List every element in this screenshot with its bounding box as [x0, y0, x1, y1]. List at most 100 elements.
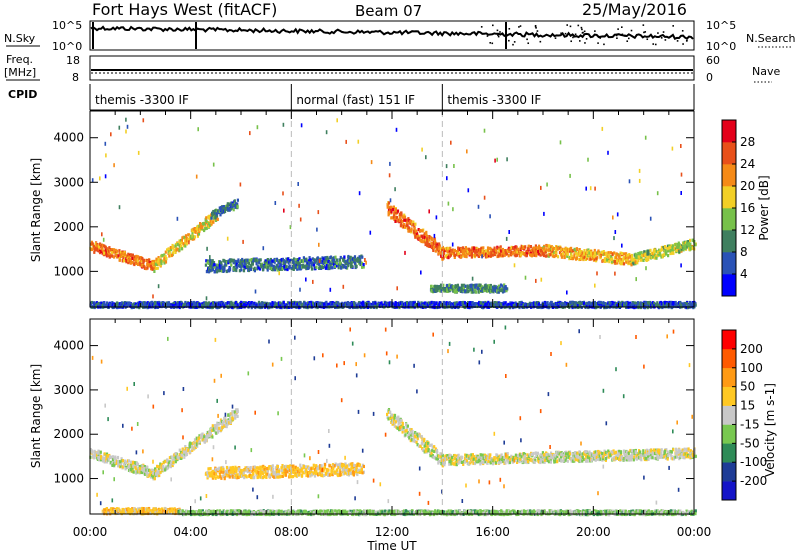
- echo-cell: [238, 269, 241, 273]
- echo-cell: [464, 249, 467, 253]
- echo-cell: [214, 209, 217, 213]
- echo-cell: [167, 301, 171, 305]
- echo-cell: [140, 263, 143, 268]
- echo-cell: [401, 225, 405, 229]
- echo-cell: [117, 459, 120, 463]
- echo-cell: [388, 210, 391, 214]
- noise-cell: [644, 135, 647, 140]
- echo-cell: [426, 243, 429, 248]
- echo-cell: [276, 268, 279, 272]
- echo-cell: [593, 248, 596, 253]
- echo-cell: [688, 247, 691, 251]
- nave-tick-low: 0: [706, 71, 713, 84]
- echo-cell: [114, 455, 117, 459]
- echo-cell: [163, 301, 166, 305]
- echo-cell: [493, 304, 496, 308]
- noise-cell: [118, 125, 121, 130]
- echo-cell: [344, 303, 347, 307]
- nsearch-dot: [496, 29, 499, 32]
- echo-cell: [606, 258, 609, 262]
- echo-cell: [393, 213, 396, 217]
- echo-cell: [164, 260, 168, 264]
- nsearch-dot: [491, 42, 494, 45]
- echo-cell: [137, 257, 141, 261]
- echo-cell: [624, 301, 627, 305]
- echo-cell: [184, 234, 188, 238]
- echo-cell: [545, 254, 549, 258]
- echo-cell: [230, 263, 233, 267]
- echo-cell: [644, 306, 647, 310]
- echo-cell: [513, 253, 516, 257]
- echo-cell: [251, 260, 254, 264]
- echo-cell: [399, 216, 402, 220]
- echo-cell: [534, 302, 537, 306]
- noise-cell: [329, 287, 332, 292]
- echo-cell: [142, 261, 145, 266]
- echo-cell: [562, 304, 565, 308]
- echo-cell: [358, 255, 361, 259]
- noise-cell: [613, 236, 615, 241]
- echo-cell: [515, 253, 518, 257]
- echo-cell: [144, 302, 147, 306]
- echo-cell: [148, 264, 151, 268]
- echo-cell: [102, 456, 105, 460]
- echo-cell: [316, 262, 319, 266]
- echo-cell: [658, 248, 661, 252]
- echo-cell: [212, 215, 216, 220]
- echo-cell: [242, 259, 245, 263]
- echo-cell: [90, 300, 94, 305]
- echo-cell: [136, 259, 139, 263]
- echo-cell: [453, 255, 456, 259]
- echo-cell: [252, 259, 255, 263]
- echo-cell: [560, 253, 563, 257]
- echo-cell: [152, 267, 155, 271]
- echo-cell: [308, 261, 311, 265]
- echo-cell: [639, 258, 643, 262]
- echo-cell: [589, 251, 592, 255]
- date-title: 25/May/2016: [582, 0, 687, 19]
- echo-cell: [551, 252, 554, 256]
- echo-cell: [215, 267, 218, 271]
- echo-cell: [628, 301, 632, 305]
- echo-cell: [241, 304, 244, 308]
- echo-cell: [260, 265, 263, 269]
- echo-cell: [631, 302, 635, 306]
- echo-cell: [269, 302, 272, 306]
- echo-cell: [134, 259, 137, 263]
- echo-cell: [296, 302, 299, 306]
- echo-cell: [588, 251, 591, 255]
- echo-cell: [653, 301, 656, 305]
- noise-cell: [282, 122, 285, 127]
- echo-cell: [479, 301, 483, 305]
- echo-cell: [227, 261, 230, 265]
- echo-cell: [216, 263, 219, 267]
- echo-cell: [311, 263, 314, 267]
- echo-cell: [294, 261, 297, 265]
- echo-cell: [236, 263, 240, 268]
- echo-cell: [118, 258, 121, 262]
- echo-cell: [214, 213, 217, 217]
- echo-cell: [243, 301, 246, 305]
- echo-cell: [413, 226, 416, 230]
- echo-cell: [180, 241, 183, 245]
- echo-cell: [475, 249, 478, 253]
- echo-cell: [199, 226, 202, 230]
- noise-cell: [118, 205, 121, 210]
- noise-cell: [404, 250, 406, 255]
- echo-cell: [687, 240, 690, 244]
- echo-cell: [178, 244, 181, 248]
- echo-cell: [226, 261, 229, 265]
- echo-cell: [535, 252, 538, 256]
- echo-cell: [89, 242, 93, 246]
- echo-cell: [647, 258, 650, 262]
- echo-cell: [512, 250, 515, 254]
- noise-cell: [481, 254, 483, 259]
- echo-cell: [306, 301, 310, 305]
- echo-cell: [464, 246, 467, 250]
- echo-cell: [473, 246, 476, 250]
- noise-cell: [205, 296, 208, 301]
- noise-cell: [638, 178, 641, 183]
- noise-cell: [318, 259, 321, 263]
- echo-cell: [394, 208, 397, 212]
- echo-cell: [582, 301, 585, 305]
